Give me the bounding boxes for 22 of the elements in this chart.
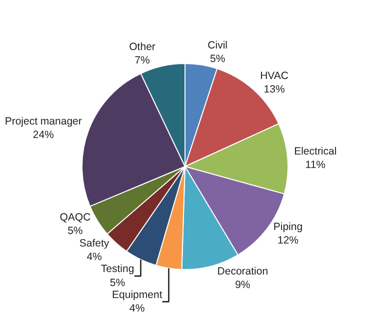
slice-label: HVAC xyxy=(260,70,289,82)
data-label: 4% xyxy=(86,251,102,264)
slice-label: Decoration xyxy=(217,265,268,278)
slice-label: Piping xyxy=(273,220,303,233)
data-label: 4% xyxy=(130,302,145,315)
data-label: 11% xyxy=(305,159,326,172)
data-label: 5% xyxy=(68,225,83,238)
data-label: 7% xyxy=(134,54,150,67)
slice-label: Project manager xyxy=(4,115,82,128)
slice-label: QAQC xyxy=(60,212,92,224)
slice-label: Safety xyxy=(79,238,110,250)
slice-label: Civil xyxy=(208,39,228,52)
data-label: 24% xyxy=(32,128,54,141)
data-label: 5% xyxy=(210,53,226,66)
data-label: 5% xyxy=(110,276,126,289)
slice-label: Testing xyxy=(100,263,134,276)
data-label: 9% xyxy=(235,279,250,292)
slice-label: Other xyxy=(129,41,156,54)
slice-label: Electrical xyxy=(294,145,337,158)
data-label: 12% xyxy=(277,234,298,246)
slice-label: Equipment xyxy=(112,288,162,301)
data-label: 13% xyxy=(264,83,285,96)
